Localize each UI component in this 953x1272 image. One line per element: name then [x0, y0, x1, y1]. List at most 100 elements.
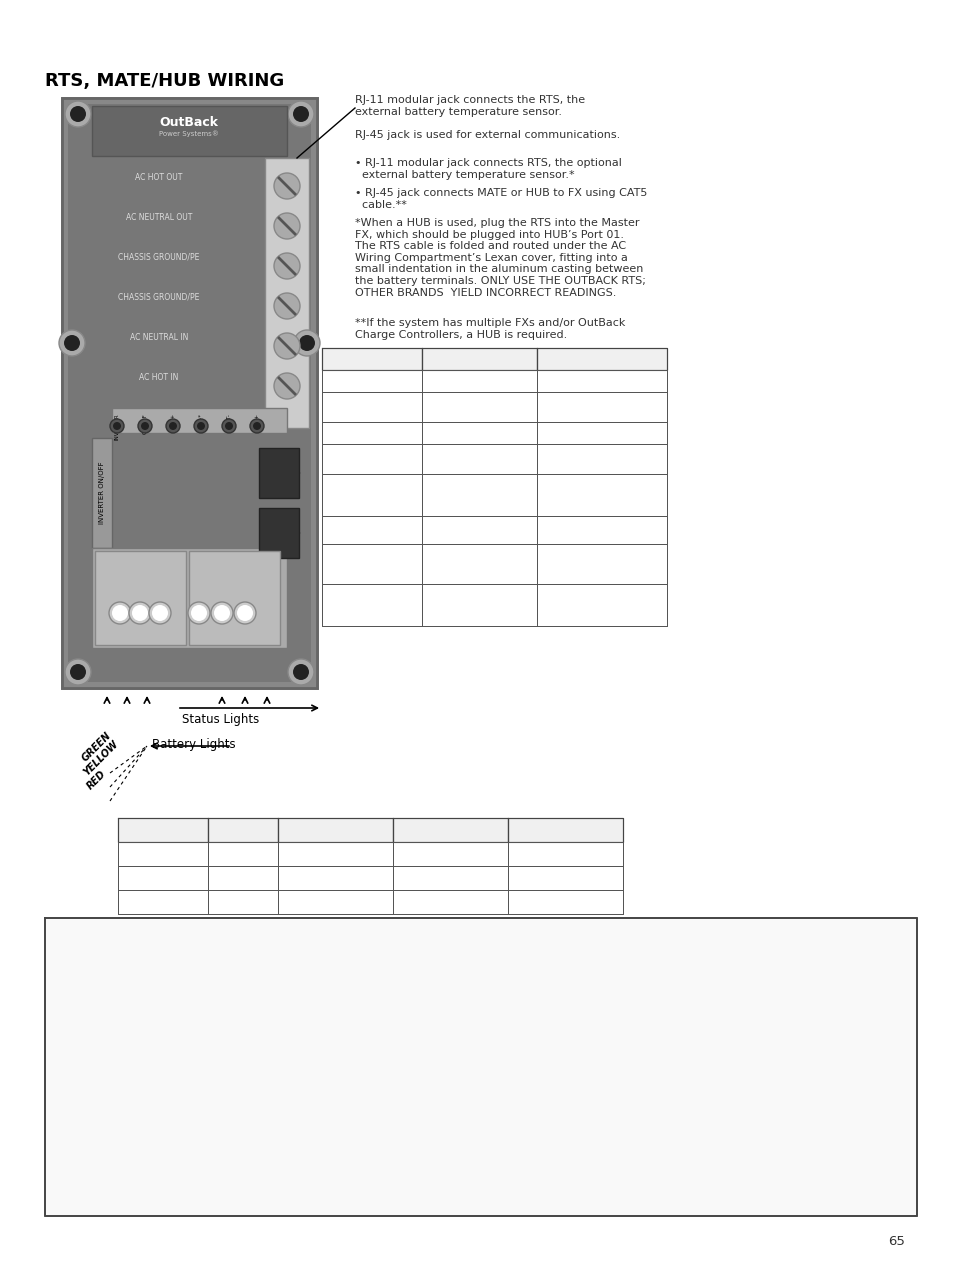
Text: BATTERY: BATTERY [97, 555, 102, 577]
Circle shape [225, 422, 233, 430]
Bar [537, 584, 666, 626]
Text: AC HOT IN: AC HOT IN [139, 373, 178, 382]
Circle shape [132, 605, 148, 621]
Text: (FULL): (FULL) [213, 848, 246, 859]
Bar [322, 516, 421, 544]
Text: Critical error,
contact OutBack
Power Systems: Critical error, contact OutBack Power Sy… [541, 547, 628, 580]
Bar [91, 106, 287, 156]
Text: AC IN: AC IN [219, 563, 224, 577]
Bar [507, 818, 622, 842]
Text: CHASSIS GROUND/PE: CHASSIS GROUND/PE [118, 253, 199, 262]
Bar [507, 842, 622, 866]
Bar [393, 890, 507, 915]
Bar [322, 444, 421, 474]
Bar [68, 104, 311, 682]
Text: GREEN: GREEN [427, 377, 462, 385]
Text: RTS, MATE/HUB WIRING: RTS, MATE/HUB WIRING [45, 73, 284, 90]
Circle shape [191, 605, 207, 621]
Text: • fettemp: displays a numeric value representing the temperature of the FETs (Fi: • fettemp: displays a numeric value repr… [60, 1144, 566, 1154]
Circle shape [129, 602, 151, 625]
Text: **If the system has multiple FXs and/or OutBack
Charge Controllers, a HUB is req: **If the system has multiple FXs and/or … [355, 318, 625, 340]
Circle shape [274, 173, 299, 198]
Circle shape [64, 335, 80, 351]
Bar [62, 98, 316, 688]
Text: RJ-45 jack is used for external communications.: RJ-45 jack is used for external communic… [355, 130, 619, 140]
Bar [421, 544, 537, 584]
Circle shape [236, 605, 253, 621]
Bar [537, 349, 666, 370]
Text: BATTERY TEMP
MATE/HUB: BATTERY TEMP MATE/HUB [148, 553, 230, 575]
Bar [507, 890, 622, 915]
Text: Warning, a non-
critical error has
occurred: Warning, a non- critical error has occur… [541, 589, 627, 622]
Text: AC NEUTRAL IN: AC NEUTRAL IN [130, 333, 188, 342]
Text: AUX-*: AUX-* [198, 413, 203, 429]
Bar [45, 918, 916, 1216]
Text: RED: RED [85, 768, 108, 791]
Text: CHASSIS GROUND/PE: CHASSIS GROUND/PE [118, 293, 199, 301]
Bar [421, 392, 537, 422]
Text: LED Color: LED Color [123, 826, 173, 834]
Text: AUX+: AUX+ [171, 413, 175, 429]
Circle shape [233, 602, 255, 625]
Text: RJ-11 modular jack connects the RTS, the
external battery temperature sensor.: RJ-11 modular jack connects the RTS, the… [355, 95, 584, 117]
Bar [537, 474, 666, 516]
Text: AC input live,
waiting to con-
nect to OBX-IC: AC input live, waiting to con- nect to O… [541, 478, 619, 511]
Text: 50.0 or higher: 50.0 or higher [513, 848, 586, 859]
Bar [265, 158, 309, 427]
Bar [421, 370, 537, 392]
Bar [322, 392, 421, 422]
Text: 25.0 or higher: 25.0 or higher [397, 848, 472, 859]
Text: LED Color: LED Color [327, 354, 381, 364]
Bar [208, 890, 277, 915]
Text: Flashing RED: Flashing RED [427, 600, 495, 611]
Text: GREEN: GREEN [327, 377, 363, 385]
Circle shape [65, 659, 91, 686]
Bar [91, 548, 287, 647]
Bar [118, 842, 208, 866]
Bar [393, 866, 507, 890]
Text: RED: RED [123, 897, 145, 907]
Text: 48 VDC: 48 VDC [513, 826, 552, 834]
Circle shape [152, 605, 168, 621]
Circle shape [59, 329, 85, 356]
Bar [277, 842, 393, 866]
Bar [421, 474, 537, 516]
Text: WARN(ING) Screens: WARN(ING) Screens [55, 929, 179, 937]
Bar [258, 448, 298, 499]
Text: • acin voltage too low: AC source’s voltage is under 114 VAC (default limit) and: • acin voltage too low: AC source’s volt… [60, 1013, 579, 1021]
Text: 46.0 or lower: 46.0 or lower [513, 897, 581, 907]
Circle shape [110, 418, 124, 432]
Text: • RJ-45 jack connects MATE or HUB to FX using CAT5
  cable.**: • RJ-45 jack connects MATE or HUB to FX … [355, 188, 647, 210]
Text: XCT+: XCT+ [254, 413, 259, 429]
Bar [118, 866, 208, 890]
Text: OK: OK [137, 570, 142, 577]
Text: • internal comm. error detected: there is a communication problem between the MA: • internal comm. error detected: there i… [60, 1077, 540, 1088]
Text: LED Action: LED Action [427, 354, 487, 364]
Text: • *These values are used for troubleshooting purposes. The higher the numerical : • *These values are used for troubleshoo… [60, 1188, 629, 1198]
Text: LOW: LOW [157, 566, 162, 577]
Circle shape [250, 418, 264, 432]
Circle shape [166, 418, 180, 432]
Text: YELLOW: YELLOW [327, 454, 369, 464]
Text: (LOW): (LOW) [213, 897, 245, 907]
Text: 12 VDC: 12 VDC [283, 826, 322, 834]
Text: XCT-: XCT- [226, 413, 232, 425]
Circle shape [288, 659, 314, 686]
Text: • internal fan failure detected: the FX’s internal cooling fan is not operating : • internal fan failure detected: the FX’… [60, 1100, 474, 1110]
Text: 11.5 or lower: 11.5 or lower [283, 897, 352, 907]
Bar [393, 818, 507, 842]
Circle shape [294, 329, 319, 356]
Bar [118, 818, 208, 842]
Bar [537, 544, 666, 584]
Text: GREEN: GREEN [80, 730, 113, 763]
Circle shape [213, 605, 230, 621]
Text: Solid YELLOW: Solid YELLOW [427, 454, 497, 464]
Text: • acin voltage too high: AC source’s voltage is over 140 VAC (default limit) and: • acin voltage too high: AC source’s vol… [60, 990, 578, 1000]
Bar [112, 408, 287, 432]
Bar [258, 508, 298, 558]
Bar [95, 551, 186, 645]
Text: 46.0-49.6: 46.0-49.6 [513, 873, 562, 883]
Text: RED: RED [327, 558, 348, 569]
Text: STATUS
INVERTER: STATUS INVERTER [193, 551, 204, 577]
Text: Status Lights: Status Lights [182, 714, 259, 726]
